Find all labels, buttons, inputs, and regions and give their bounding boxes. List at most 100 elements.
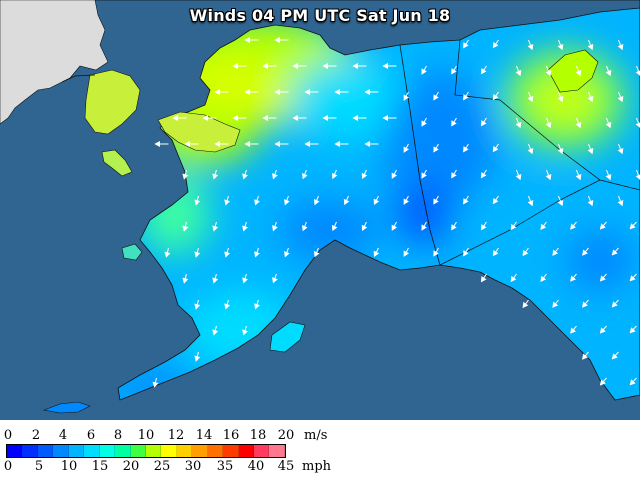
wind-arrow-head: [322, 114, 328, 122]
st-lawrence-island: [101, 149, 133, 177]
wind-arrow-head: [463, 250, 469, 257]
wind-arrow-head: [214, 140, 220, 148]
wind-arrow-head: [244, 140, 250, 148]
wind-arrow-head: [202, 114, 208, 122]
wind-arrow-head: [605, 69, 612, 77]
nunivak-island: [121, 243, 143, 261]
alaska-coastline: [95, 0, 640, 401]
wind-arrow-head: [492, 146, 499, 153]
wind-arrow-head: [433, 146, 439, 153]
wind-arrow-head: [480, 172, 487, 179]
chukotka-wind-zone: [84, 69, 141, 135]
wind-arrow-head: [182, 173, 189, 180]
wind-arrow-head: [451, 224, 457, 231]
mph-tick: 20: [122, 459, 140, 474]
wind-arrow-head: [451, 120, 457, 127]
wind-arrow-head: [232, 114, 238, 122]
wind-arrow-head: [582, 353, 588, 360]
color-scale-bar: [6, 444, 286, 458]
wind-arrow-head: [304, 88, 310, 96]
wind-arrow-head: [403, 146, 409, 153]
color-scale-swatch: [254, 445, 270, 457]
wind-arrow-head: [364, 88, 370, 96]
wind-arrow-head: [463, 42, 469, 49]
wind-arrow-head: [403, 94, 409, 101]
mph-tick: 15: [91, 459, 109, 474]
ms-tick: 16: [222, 428, 240, 443]
wind-arrow-head: [254, 303, 260, 310]
wind-arrow-head: [527, 199, 534, 207]
wind-arrow-head: [244, 88, 250, 96]
wind-arrow-head: [244, 36, 250, 44]
wind-arrow-head: [451, 68, 457, 75]
wind-arrow-head: [617, 199, 624, 207]
wind-arrow-head: [463, 198, 469, 205]
wind-arrow-head: [629, 275, 636, 282]
color-scale-swatch: [99, 445, 116, 457]
wind-arrow-head: [194, 199, 201, 206]
wind-arrow-head: [492, 42, 499, 49]
wind-arrow-head: [480, 68, 487, 75]
wind-arrow-head: [635, 70, 640, 76]
wind-arrow-head: [242, 277, 248, 284]
mph-tick: 10: [60, 459, 78, 474]
wind-arrow-head: [557, 199, 564, 207]
wind-arrow-head: [194, 251, 201, 258]
wind-arrow-head: [334, 140, 340, 148]
wind-arrow-head: [557, 147, 564, 155]
wind-arrow-head: [575, 173, 582, 181]
wind-arrow-head: [629, 327, 636, 334]
wind-arrow-head: [334, 88, 340, 96]
wind-arrow-head: [421, 224, 427, 231]
wind-arrow-head: [540, 223, 547, 230]
wind-arrow-head: [515, 121, 522, 129]
mph-tick: 30: [184, 459, 202, 474]
wind-arrow-head: [433, 198, 439, 205]
wind-arrow-head: [611, 249, 618, 256]
color-scale-swatch: [53, 445, 69, 457]
wind-arrow-head: [262, 114, 268, 122]
wind-arrow-head: [292, 114, 298, 122]
wind-arrow-head: [552, 249, 559, 256]
wind-arrow-head: [617, 147, 624, 155]
wind-arrow-head: [284, 251, 290, 258]
ms-tick: 8: [113, 428, 123, 443]
wind-arrow-head: [540, 275, 547, 282]
wind-arrow-head: [611, 353, 618, 360]
wind-arrow-head: [331, 172, 338, 180]
wind-arrow-head: [152, 381, 159, 388]
wind-arrow-head: [364, 140, 370, 148]
wind-arrow-head: [224, 251, 231, 258]
color-scale-swatch: [192, 445, 208, 457]
wind-arrow-head: [582, 249, 588, 256]
wind-arrow-head: [421, 68, 427, 75]
ms-tick: 20: [277, 428, 295, 443]
color-scale-swatch: [145, 445, 162, 457]
wind-arrow-head: [212, 173, 219, 180]
wind-arrow-head: [463, 146, 469, 153]
wind-arrow-head: [214, 88, 220, 96]
color-scale-swatch: [161, 445, 177, 457]
wind-arrow-head: [515, 69, 522, 77]
wind-arrow-head: [254, 251, 260, 258]
wind-arrow-head: [232, 62, 238, 70]
wind-arrow-head: [274, 88, 280, 96]
mph-tick: 45: [277, 459, 295, 474]
wind-arrow-head: [262, 62, 268, 70]
wind-arrow-head: [212, 329, 219, 336]
province-border-1: [454, 39, 640, 191]
wind-arrow-head: [587, 147, 594, 155]
wind-arrow-head: [433, 250, 439, 257]
color-scale-swatch: [269, 445, 285, 457]
wind-arrow-head: [599, 275, 606, 282]
wind-arrow-head: [421, 172, 427, 179]
wind-arrow-head: [224, 199, 231, 206]
wind-arrow-head: [274, 140, 280, 148]
mph-tick: 0: [3, 459, 13, 474]
wind-arrow-head: [184, 140, 190, 148]
wind-arrow-head: [292, 62, 298, 70]
wind-arrow-head: [403, 198, 409, 205]
ms-tick: 2: [31, 428, 41, 443]
wind-arrow-head: [194, 303, 201, 310]
wind-arrow-head: [570, 275, 576, 282]
